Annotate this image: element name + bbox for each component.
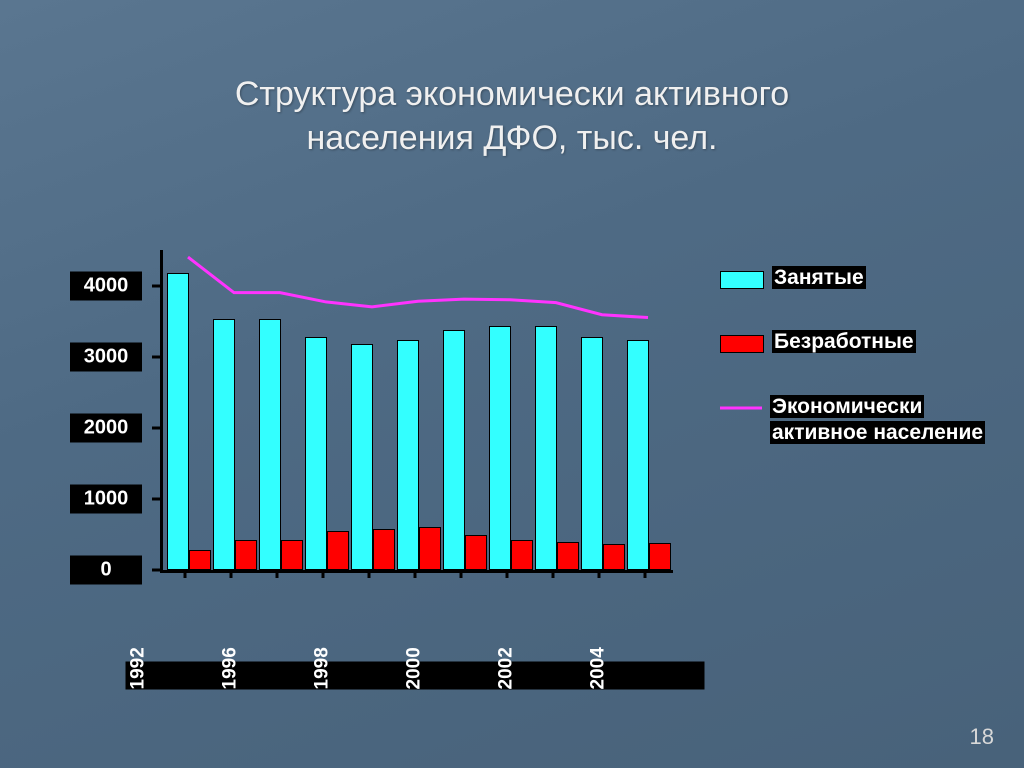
bar-employed [213, 319, 235, 570]
legend-label: Безработные [772, 329, 916, 355]
legend-swatch [720, 335, 764, 353]
y-tick-mark [152, 497, 160, 500]
bar-unemployed [511, 540, 533, 570]
y-tick-mark [152, 426, 160, 429]
bar-employed [351, 344, 373, 570]
y-tick-label: 4000 [70, 271, 142, 300]
legend-item: Занятые [720, 265, 1000, 291]
bar-unemployed [419, 527, 441, 570]
y-tick-label: 1000 [70, 484, 142, 513]
y-tick-mark [152, 569, 160, 572]
bar-unemployed [281, 540, 303, 570]
population-chart: 01000200030004000 1992199619982000200220… [70, 240, 680, 650]
x-tick-mark [276, 570, 279, 578]
x-tick-mark [322, 570, 325, 578]
bar-employed [581, 337, 603, 570]
bar-unemployed [327, 531, 349, 570]
x-tick-mark [506, 570, 509, 578]
y-tick-mark [152, 284, 160, 287]
econ-active-polyline [188, 257, 648, 317]
bar-unemployed [373, 529, 395, 570]
x-tick-mark [414, 570, 417, 578]
x-tick-mark [460, 570, 463, 578]
bar-unemployed [465, 535, 487, 570]
x-tick-mark [368, 570, 371, 578]
x-tick-mark [644, 570, 647, 578]
legend-label: Экономически активное население [770, 394, 1000, 447]
chart-legend: Занятые Безработные Экономически активное … [720, 265, 1000, 484]
y-tick-mark [152, 355, 160, 358]
bar-unemployed [189, 550, 211, 570]
x-tick-mark [552, 570, 555, 578]
x-tick-mark [230, 570, 233, 578]
legend-label: Занятые [772, 265, 866, 291]
x-tick-mark [598, 570, 601, 578]
legend-item: Безработные [720, 329, 1000, 355]
slide-title: Структура экономически активного населен… [0, 0, 1024, 160]
bar-employed [535, 326, 557, 570]
bar-unemployed [649, 543, 671, 570]
bar-employed [305, 337, 327, 570]
bar-employed [627, 340, 649, 570]
bar-employed [167, 273, 189, 570]
legend-swatch [720, 271, 764, 289]
y-tick-label: 3000 [70, 342, 142, 371]
x-tick-mark [184, 570, 187, 578]
bar-unemployed [557, 542, 579, 570]
legend-item: Экономически активное население [720, 394, 1000, 447]
bar-unemployed [603, 544, 625, 570]
legend-line-swatch [720, 400, 762, 416]
bar-employed [259, 319, 281, 570]
y-tick-label: 2000 [70, 413, 142, 442]
bar-employed [489, 326, 511, 570]
plot-area [160, 250, 673, 573]
x-tick-label: 2004 [586, 662, 705, 690]
y-tick-label: 0 [70, 556, 142, 585]
slide-number: 18 [970, 724, 994, 750]
title-line-2: населения ДФО, тыс. чел. [307, 119, 718, 157]
bar-unemployed [235, 540, 257, 570]
title-line-1: Структура экономически активного [235, 75, 789, 113]
bar-employed [443, 330, 465, 570]
bar-employed [397, 340, 419, 570]
